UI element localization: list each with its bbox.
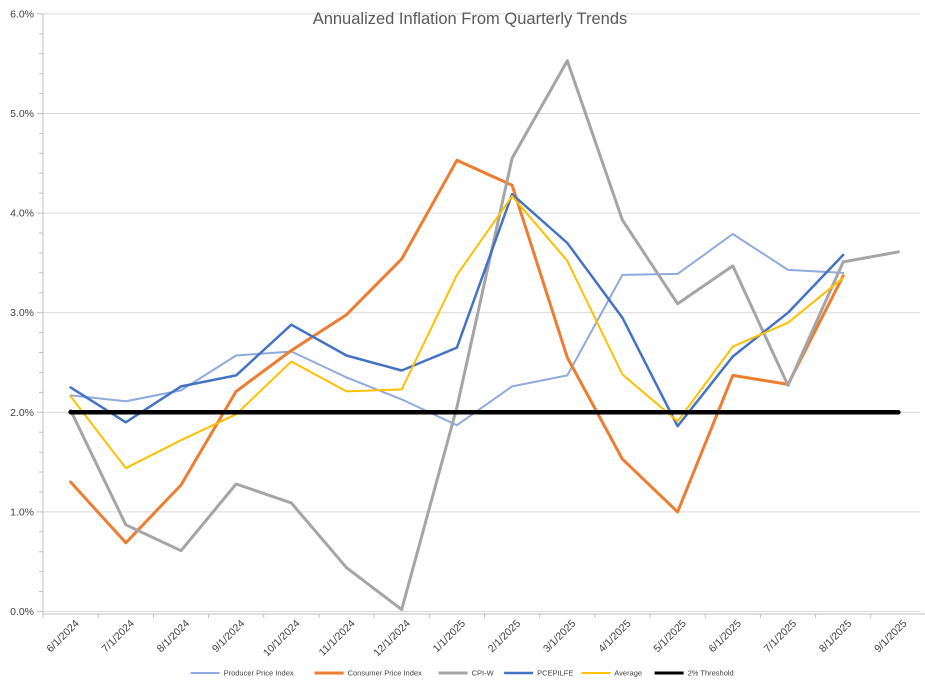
x-axis-label: 9/1/2024 [210, 618, 247, 655]
chart-title[interactable]: Annualized Inflation From Quarterly Tren… [313, 10, 628, 28]
x-axis-label: 8/1/2025 [817, 618, 854, 655]
x-axis-label: 6/1/2024 [44, 618, 81, 655]
y-axis-label: 6.0% [10, 8, 34, 20]
x-axis-label: 11/1/2024 [317, 618, 358, 659]
x-axis-label: 7/1/2025 [762, 618, 799, 655]
x-axis-label: 8/1/2024 [155, 618, 192, 655]
y-axis-label: 3.0% [10, 307, 34, 319]
x-axis-label: 10/1/2024 [261, 618, 303, 660]
legend-item-cpi-w[interactable]: CPI-W [438, 669, 495, 678]
x-axis-label: 4/1/2025 [596, 618, 633, 655]
y-axis-label: 1.0% [10, 506, 34, 518]
y-axis-label: 4.0% [10, 208, 34, 220]
legend-item-2-threshold[interactable]: 2% Threshold [654, 669, 734, 678]
x-axis-label: 6/1/2025 [707, 618, 744, 655]
series-line-average[interactable] [69, 195, 845, 470]
x-axis-label: 3/1/2025 [541, 618, 578, 655]
legend-label: Consumer Price Index [348, 669, 422, 678]
y-axis-label: 5.0% [10, 108, 34, 120]
x-axis-label: 12/1/2024 [371, 618, 413, 660]
legend-label: PCEPILFE [537, 669, 573, 678]
legend-label: Producer Price Index [224, 669, 294, 678]
legend-item-producer-price-index[interactable]: Producer Price Index [190, 669, 294, 678]
legend-item-consumer-price-index[interactable]: Consumer Price Index [314, 669, 422, 678]
series-line-cpi-w[interactable] [69, 59, 900, 611]
x-axis-label: 1/1/2025 [431, 618, 468, 655]
series-line-consumer-price-index[interactable] [69, 158, 845, 545]
legend-label: CPI-W [472, 669, 495, 678]
series-line-pcepilfe[interactable] [69, 192, 845, 428]
series-line-producer-price-index[interactable] [69, 233, 845, 427]
x-axis-label: 2/1/2025 [486, 618, 523, 655]
legend-item-average[interactable]: Average [581, 669, 642, 678]
x-axis-label: 9/1/2025 [872, 618, 909, 655]
legend-label: 2% Threshold [688, 669, 734, 678]
y-axis-label: 0.0% [10, 606, 34, 618]
x-axis-label: 7/1/2024 [100, 618, 137, 655]
legend-label: Average [614, 669, 642, 678]
y-axis-label: 2.0% [10, 407, 34, 419]
x-axis-label: 5/1/2025 [651, 618, 688, 655]
legend-item-pcepilfe[interactable]: PCEPILFE [504, 669, 573, 678]
